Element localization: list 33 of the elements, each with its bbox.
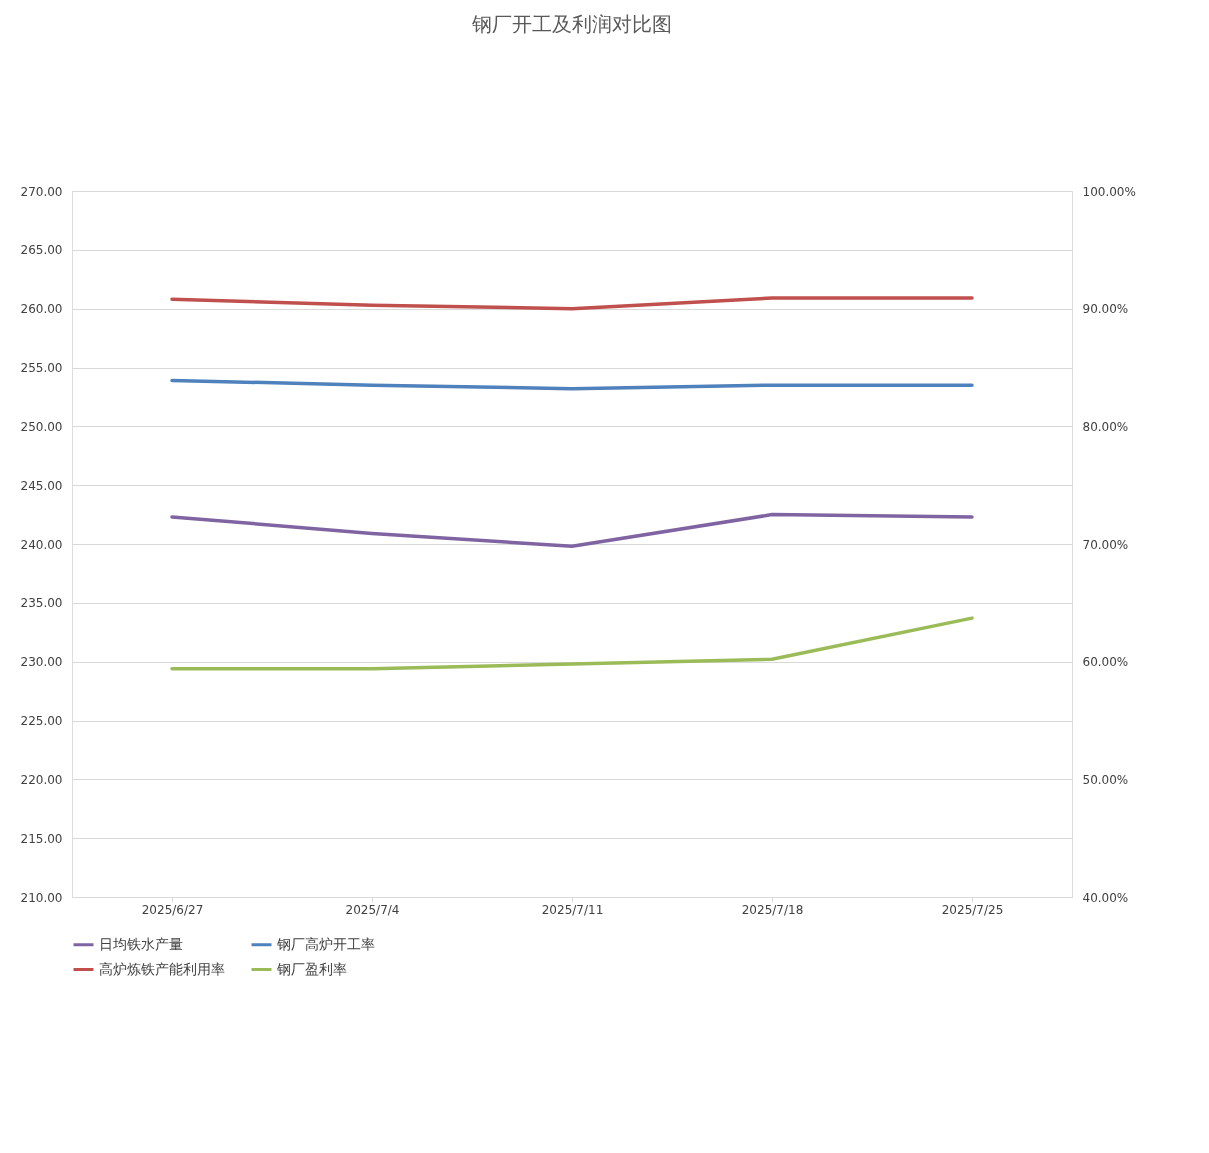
chart-title: 钢厂开工及利润对比图 [471,12,672,36]
y-tick-label: 270.00 [20,184,63,199]
y2-tick-label: 60.00% [1082,655,1129,670]
x-tick-label: 2025/6/27 [141,902,204,917]
line-series [170,616,974,671]
y-tick-label: 210.00 [20,890,63,905]
legend-label: 钢厂盈利率 [276,960,347,977]
line-series [170,512,974,549]
y-tick-label: 235.00 [20,596,63,611]
y2-tick-label: 40.00% [1082,890,1129,905]
y-tick-label: 215.00 [20,831,63,846]
x-tick-label: 2025/7/25 [941,902,1004,917]
x-tick-label: 2025/7/4 [345,902,400,917]
legend-label: 钢厂高炉开工率 [276,935,375,952]
y-tick-label: 255.00 [20,361,63,375]
line-series [170,296,974,311]
x-tick-label: 2025/7/11 [541,902,604,917]
y-tick-label: 240.00 [20,537,63,552]
y-tick-label: 250.00 [20,419,63,434]
y2-tick-label: 70.00% [1082,537,1129,552]
y-tick-label: 230.00 [20,655,63,670]
y2-tick-label: 50.00% [1082,772,1129,787]
y2-tick-label: 90.00% [1082,302,1129,317]
y-tick-label: 245.00 [20,478,63,493]
x-tick-label: 2025/7/18 [741,902,804,917]
y-tick-label: 265.00 [20,243,63,258]
y-tick-label: 225.00 [20,714,63,728]
y-tick-label: 260.00 [20,302,63,317]
legend-label: 高炉炼铁产能利用率 [99,960,225,977]
y2-tick-label: 80.00% [1082,419,1129,434]
y-tick-label: 220.00 [20,772,63,787]
y2-tick-label: 100.00% [1082,184,1136,199]
legend-label: 日均铁水产量 [99,935,183,952]
